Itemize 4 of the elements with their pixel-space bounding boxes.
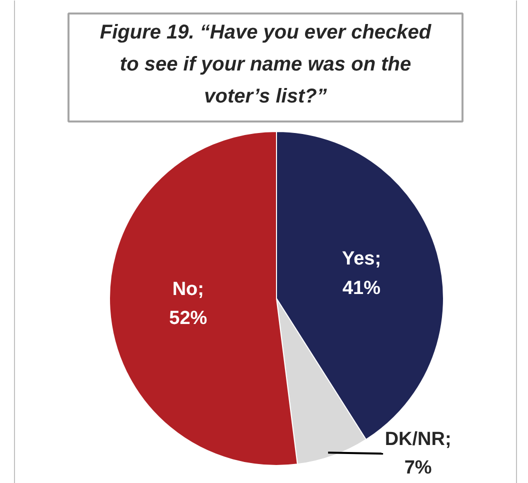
data-label: Yes; 41% — [342, 248, 382, 300]
data-label: No; 52% — [169, 278, 208, 330]
chart-title: Figure 19. “Have you ever checked to see if your name was on the voter’s list?” — [100, 22, 432, 108]
data-label: DK/NR; 7% — [384, 428, 452, 478]
